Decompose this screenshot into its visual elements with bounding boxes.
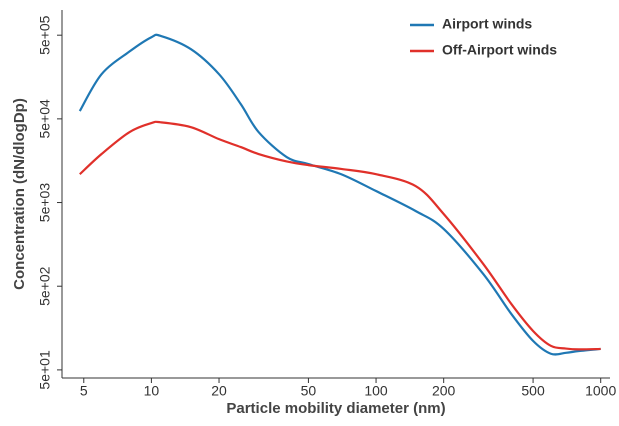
legend-label: Off-Airport winds <box>442 42 557 58</box>
x-tick-label: 1000 <box>585 383 616 399</box>
y-tick-label: 5e+05 <box>37 15 53 55</box>
x-tick-label: 20 <box>211 383 227 399</box>
legend-label: Airport winds <box>442 16 532 32</box>
series-line <box>78 33 601 356</box>
x-tick-label: 5 <box>80 383 88 399</box>
y-axis-label: Concentration (dN/dlogDp) <box>11 98 28 290</box>
x-tick-label: 10 <box>144 383 160 399</box>
x-tick-label: 200 <box>432 383 456 399</box>
x-tick-label: 100 <box>364 383 388 399</box>
y-tick-label: 5e+03 <box>37 183 53 223</box>
y-tick-label: 5e+02 <box>37 266 53 306</box>
series-line <box>79 120 601 351</box>
x-tick-label: 50 <box>301 383 317 399</box>
x-tick-label: 500 <box>521 383 545 399</box>
y-tick-label: 5e+01 <box>37 350 53 390</box>
y-tick-label: 5e+04 <box>37 99 53 139</box>
x-axis-label: Particle mobility diameter (nm) <box>226 400 445 417</box>
